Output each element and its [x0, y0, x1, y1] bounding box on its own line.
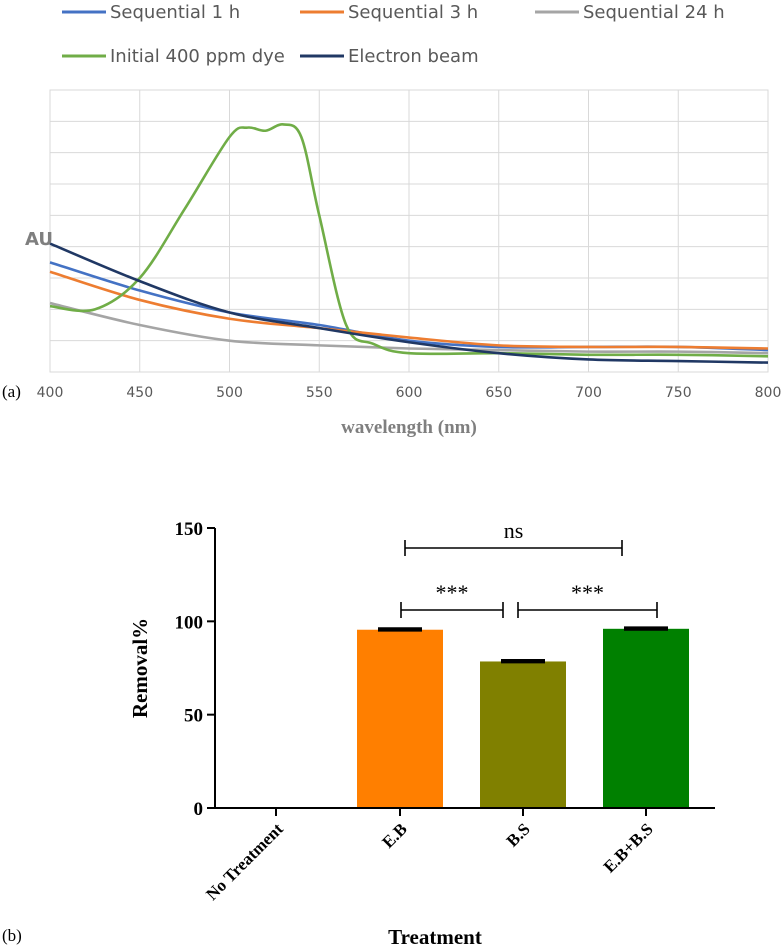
grid-a	[49, 90, 769, 372]
y-tick-label-b: 150	[175, 519, 204, 540]
x-tick-label-a: 750	[665, 385, 692, 401]
bars-b	[357, 628, 689, 808]
x-tick-label-a: 800	[755, 385, 782, 401]
y-tick-label-b: 0	[194, 799, 204, 820]
x-tick-label-a: 400	[37, 385, 64, 401]
error-bars-b	[378, 626, 668, 664]
category-label: E.B+B.S	[600, 819, 657, 876]
significance-label: ns	[504, 518, 524, 543]
y-ticks-b: 0 50 100 150	[175, 519, 215, 820]
legend-label: Initial 400 ppm dye	[110, 46, 285, 67]
series-line	[49, 242, 769, 364]
x-tick-label-a: 450	[126, 385, 153, 401]
panel-label-a: (a)	[2, 382, 21, 401]
panel-label-b: (b)	[2, 926, 22, 945]
category-label: No Treatment	[202, 819, 287, 904]
significance-brackets-b: ns *** ***	[400, 518, 658, 618]
series-line	[49, 270, 769, 350]
legend-label: Sequential 1 h	[110, 2, 240, 23]
legend-label: Electron beam	[348, 46, 479, 67]
category-label: B.S	[503, 819, 534, 850]
bar	[480, 661, 566, 808]
x-axis-title-b: Treatment	[388, 925, 482, 949]
bar	[603, 628, 689, 808]
legend-label: Sequential 24 h	[583, 2, 725, 23]
x-tick-label-a: 550	[306, 385, 333, 401]
panel-b-bar-chart: 0 50 100 150 No Treatment E.B B.S E.B+B.S ns **…	[2, 518, 715, 949]
series-lines-a	[49, 123, 769, 364]
y-tick-label-b: 100	[175, 612, 204, 633]
x-tick-label-a: 500	[216, 385, 243, 401]
legend-a: Sequential 1 h Sequential 3 h Sequential 2…	[62, 2, 725, 67]
y-axis-title-b: Removal%	[128, 618, 152, 718]
category-labels-b: No Treatment E.B B.S E.B+B.S	[202, 808, 657, 904]
panel-a-line-chart: Sequential 1 h Sequential 3 h Sequential 2…	[2, 2, 781, 438]
legend-label: Sequential 3 h	[348, 2, 478, 23]
x-tick-label-a: 650	[485, 385, 512, 401]
y-axis-title-a: AU	[25, 229, 53, 250]
bar	[357, 629, 443, 808]
x-tick-label-a: 700	[575, 385, 602, 401]
y-tick-label-b: 50	[184, 706, 203, 727]
significance-label: ***	[436, 580, 469, 605]
x-ticks-a: 400 450 500 550 600 650 700 750 800	[37, 385, 782, 401]
x-tick-label-a: 600	[396, 385, 423, 401]
series-line	[49, 123, 769, 358]
category-label: E.B	[378, 819, 410, 851]
series-line	[49, 301, 769, 355]
x-axis-title-a: wavelength (nm)	[341, 417, 477, 438]
significance-label: ***	[571, 580, 604, 605]
